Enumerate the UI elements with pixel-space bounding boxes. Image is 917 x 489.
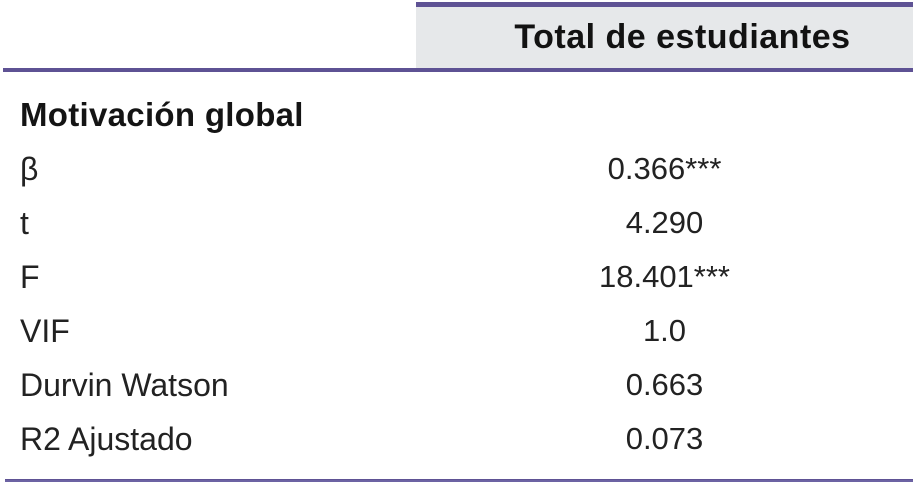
row-label: VIF [20, 312, 70, 349]
row-label: β [20, 150, 39, 187]
row-label: Durvin Watson [20, 366, 229, 403]
table-body: Motivación global β 0.366*** t 4.290 F 1… [0, 88, 917, 466]
row-value: 0.663 [625, 367, 704, 402]
row-value: 18.401*** [598, 259, 730, 294]
section-title: Motivación global [20, 96, 304, 133]
table-row: VIF 1.0 [0, 304, 917, 358]
table-row: F 18.401*** [0, 250, 917, 304]
table-row: Durvin Watson 0.663 [0, 358, 917, 412]
table-row: R2 Ajustado 0.073 [0, 412, 917, 466]
row-value: 1.0 [642, 313, 687, 348]
column-header-cell: Total de estudiantes [416, 2, 913, 68]
column-header-label: Total de estudiantes [514, 18, 851, 56]
table-bottom-rule [5, 479, 913, 482]
row-value: 0.073 [625, 421, 704, 456]
table-row: t 4.290 [0, 196, 917, 250]
row-label: F [20, 258, 40, 295]
row-label: R2 Ajustado [20, 420, 193, 457]
table-row: β 0.366*** [0, 142, 917, 196]
row-label: t [20, 204, 29, 241]
row-value: 0.366*** [607, 151, 722, 186]
row-value: 4.290 [625, 205, 704, 240]
header-bottom-rule [3, 68, 913, 72]
